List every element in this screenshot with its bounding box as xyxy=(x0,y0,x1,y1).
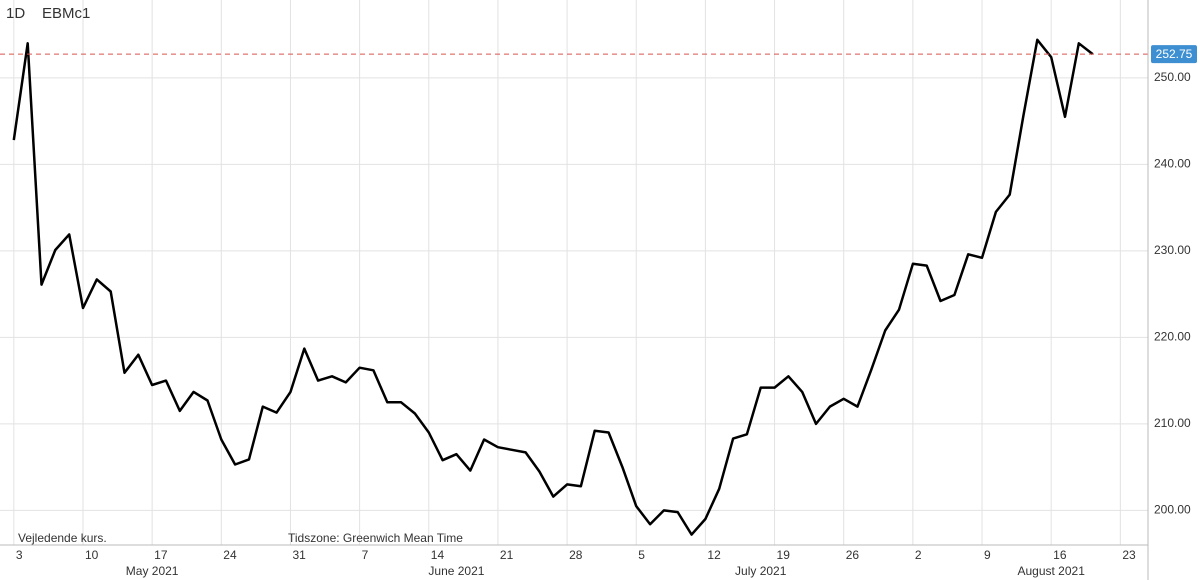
month-label: August 2021 xyxy=(1017,564,1085,578)
x-tick-label: 16 xyxy=(1053,548,1067,562)
x-tick-label: 26 xyxy=(846,548,860,562)
note: Vejledende kurs. xyxy=(18,531,107,545)
grid xyxy=(0,0,1148,545)
month-label: May 2021 xyxy=(126,564,179,578)
price-line xyxy=(12,38,1094,536)
x-tick-label: 21 xyxy=(500,548,514,562)
x-tick-label: 31 xyxy=(292,548,306,562)
y-tick-label: 220.00 xyxy=(1154,330,1191,344)
y-tick-label: 240.00 xyxy=(1154,157,1191,171)
month-label: June 2021 xyxy=(428,564,484,578)
plot xyxy=(0,38,1148,536)
x-tick-label: 23 xyxy=(1122,548,1136,562)
x-tick-label: 28 xyxy=(569,548,583,562)
x-tick-label: 10 xyxy=(85,548,99,562)
y-tick-label: 210.00 xyxy=(1154,416,1191,430)
x-tick-label: 12 xyxy=(707,548,721,562)
x-tick-label: 24 xyxy=(223,548,237,562)
y-tick-label: 200.00 xyxy=(1154,503,1191,517)
last-price-box xyxy=(1151,45,1197,64)
last-price-label: 252.75 xyxy=(1156,47,1193,61)
interval: 1D xyxy=(6,5,25,22)
x-tick-label: 7 xyxy=(362,548,369,562)
y-tick-label: 230.00 xyxy=(1154,243,1191,257)
labels: 200.00 210.00 220.00 230.00 240.00 250.00 3 10 1… xyxy=(16,45,1197,578)
x-tick-label: 19 xyxy=(777,548,791,562)
x-tick-label: 14 xyxy=(431,548,445,562)
x-tick-label: 5 xyxy=(638,548,645,562)
timezone: Tidszone: Greenwich Mean Time xyxy=(288,531,463,545)
x-tick-label: 9 xyxy=(984,548,991,562)
y-tick-label: 250.00 xyxy=(1154,70,1191,84)
symbol: EBMc1 xyxy=(42,5,90,22)
x-tick-label: 3 xyxy=(16,548,23,562)
x-tick-label: 17 xyxy=(154,548,168,562)
month-label: July 2021 xyxy=(735,564,787,578)
x-tick-label: 2 xyxy=(915,548,922,562)
